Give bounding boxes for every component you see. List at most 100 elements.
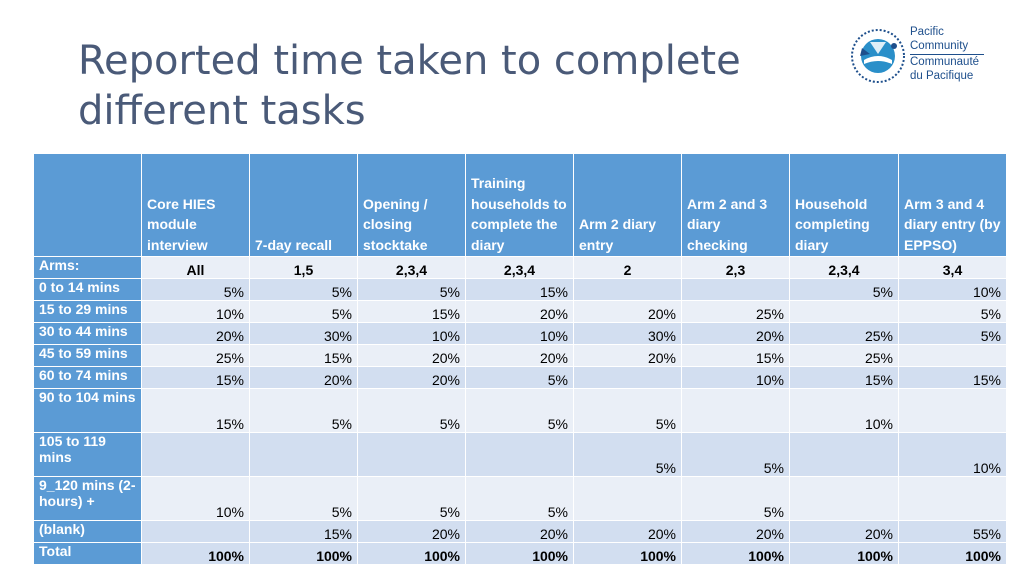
logo-emblem-icon [851,29,905,83]
table-cell: 55% [898,520,1007,543]
table-cell [789,432,899,477]
table-cell: 5% [357,278,466,301]
column-header: Training households to complete the diar… [465,153,574,257]
table-cell [898,344,1007,367]
table-cell [573,278,682,301]
column-header: Arm 2 and 3 diary checking [681,153,790,257]
column-header [33,153,142,257]
table-cell: 5% [898,322,1007,345]
table-cell: 5% [465,388,574,433]
table-cell: 20% [465,520,574,543]
table-cell: 5% [465,476,574,521]
table-row: 15 to 29 mins 10% 5% 15% 20% 20% 25% 5% [33,300,1007,323]
table-cell [573,366,682,389]
table-cell: 100% [249,542,358,565]
table-row: 90 to 104 mins 15% 5% 5% 5% 5% 10% [33,388,1007,433]
table-cell: 5% [465,366,574,389]
table-cell: 10% [898,432,1007,477]
table-cell: 15% [249,344,358,367]
table-row: 105 to 119 mins 5% 5% 10% [33,432,1007,477]
table-cell: 10% [357,322,466,345]
table-cell: 20% [465,300,574,323]
table-cell: 20% [141,322,250,345]
table-cell: 20% [681,322,790,345]
table-cell: 100% [357,542,466,565]
column-header: Household completing diary [789,153,899,257]
logo-line2: Community [910,39,969,52]
table-cell: 5% [141,278,250,301]
table-row: 9_120 mins (2-hours) +10% 5% 5% 5% 5% [33,476,1007,521]
column-header: Opening / closing stocktake [357,153,466,257]
table-cell: 20% [573,300,682,323]
table-cell: 2,3,4 [465,256,574,279]
row-label: (blank) [33,520,142,543]
table-cell: 15% [465,278,574,301]
table-cell: 10% [465,322,574,345]
table-cell: 20% [789,520,899,543]
table-cell: 5% [249,300,358,323]
table-cell: All [141,256,250,279]
pacific-community-logo: Pacific Community Communauté du Pacifiqu… [848,24,998,88]
column-header: Core HIES module interview [141,153,250,257]
arms-row: Arms: All 1,5 2,3,4 2,3,4 2 2,3 2,3,4 3,4 [33,256,1007,279]
table-cell: 5% [681,432,790,477]
table-cell: 20% [249,366,358,389]
table-cell: 100% [898,542,1007,565]
logo-line1: Pacific [910,26,944,38]
table-cell: 20% [465,344,574,367]
row-label: 45 to 59 mins [33,344,142,367]
table-cell [141,432,250,477]
table-cell [465,432,574,477]
row-label: 105 to 119 mins [33,432,142,477]
table-cell: 15% [789,366,899,389]
table-row: (blank) 15% 20% 20% 20% 20% 20% 55% [33,520,1007,543]
table-cell: 10% [141,300,250,323]
table-cell: 5% [249,278,358,301]
table-cell [898,388,1007,433]
table-cell: 10% [898,278,1007,301]
total-row: Total 100% 100% 100% 100% 100% 100% 100% 100% [33,542,1007,565]
table-cell: 100% [681,542,790,565]
table-cell: 15% [681,344,790,367]
table-cell [249,432,358,477]
table-cell: 20% [681,520,790,543]
table-cell: 20% [357,344,466,367]
table-cell: 1,5 [249,256,358,279]
table-cell [789,300,899,323]
table-cell: 30% [249,322,358,345]
row-label: Arms: [33,256,142,279]
table-cell: 30% [573,322,682,345]
column-header: 7-day recall [249,153,358,257]
table-cell: 2,3,4 [789,256,899,279]
table-cell: 5% [249,388,358,433]
table-cell: 20% [573,520,682,543]
table-cell: 10% [789,388,899,433]
table-cell: 2,3 [681,256,790,279]
table-cell: 2 [573,256,682,279]
table-cell: 5% [681,476,790,521]
table-row: 60 to 74 mins 15% 20% 20% 5% 10% 15% 15% [33,366,1007,389]
table-cell: 5% [898,300,1007,323]
table-cell: 5% [357,388,466,433]
table-cell: 25% [789,322,899,345]
row-label: 9_120 mins (2-hours) + [33,476,142,521]
time-taken-table: Core HIES module interview 7-day recall … [33,153,1007,565]
table-cell: 20% [357,366,466,389]
table-cell: 100% [789,542,899,565]
table-cell: 15% [898,366,1007,389]
table-cell: 2,3,4 [357,256,466,279]
table-cell [681,388,790,433]
table-cell [898,476,1007,521]
table-cell: 100% [465,542,574,565]
table-cell: 5% [357,476,466,521]
table-cell: 15% [357,300,466,323]
row-label: 60 to 74 mins [33,366,142,389]
logo-text: Pacific Community Communauté du Pacifiqu… [910,26,984,83]
logo-line3: Communauté [910,56,980,68]
table-cell: 100% [573,542,682,565]
table-header-row: Core HIES module interview 7-day recall … [33,153,1007,257]
table-cell [357,432,466,477]
table-cell: 5% [573,432,682,477]
row-label: 90 to 104 mins [33,388,142,433]
table-row: 45 to 59 mins 25% 15% 20% 20% 20% 15% 25% [33,344,1007,367]
